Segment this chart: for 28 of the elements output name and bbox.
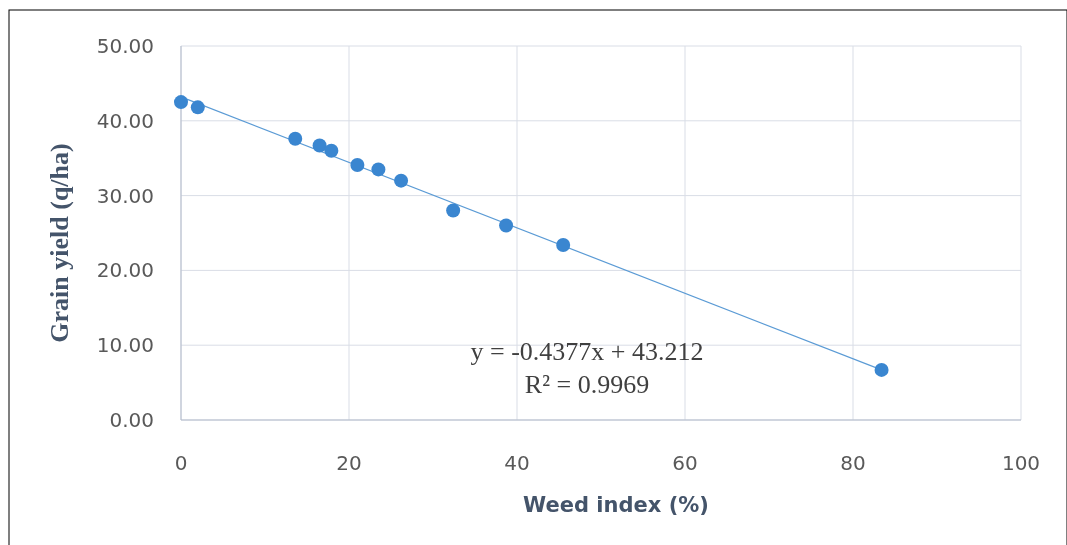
x-tick-label: 100 xyxy=(1001,451,1041,475)
point xyxy=(874,362,889,377)
point xyxy=(190,100,205,115)
point xyxy=(499,218,514,233)
x-tick-label: 60 xyxy=(672,451,698,475)
y-tick-label: 30.00 xyxy=(96,183,154,208)
y-tick-label: 40.00 xyxy=(96,108,154,133)
point xyxy=(350,157,365,172)
point xyxy=(174,95,188,110)
point xyxy=(324,143,339,158)
x-tick-label: 20 xyxy=(336,451,362,475)
x-tick-label: 40 xyxy=(504,451,530,475)
y-tick-label: 10.00 xyxy=(96,333,154,358)
y-tick-label: 0.00 xyxy=(109,408,154,432)
point xyxy=(288,131,303,146)
y-axis-title: Grain yield (q/ha) xyxy=(45,143,74,343)
point xyxy=(446,203,461,218)
x-tick-label: 0 xyxy=(174,451,188,475)
x-axis-title: Weed index (%) xyxy=(523,493,709,517)
annotation: y = -0.4377x + 43.212 xyxy=(470,337,704,366)
point xyxy=(312,138,327,153)
x-tick-label: 80 xyxy=(840,451,866,475)
annotation: R² = 0.9969 xyxy=(524,370,650,399)
point xyxy=(394,173,409,188)
y-tick-label: 50.00 xyxy=(96,34,154,58)
point xyxy=(371,162,386,177)
y-tick-label: 20.00 xyxy=(96,258,154,283)
point xyxy=(556,237,571,252)
